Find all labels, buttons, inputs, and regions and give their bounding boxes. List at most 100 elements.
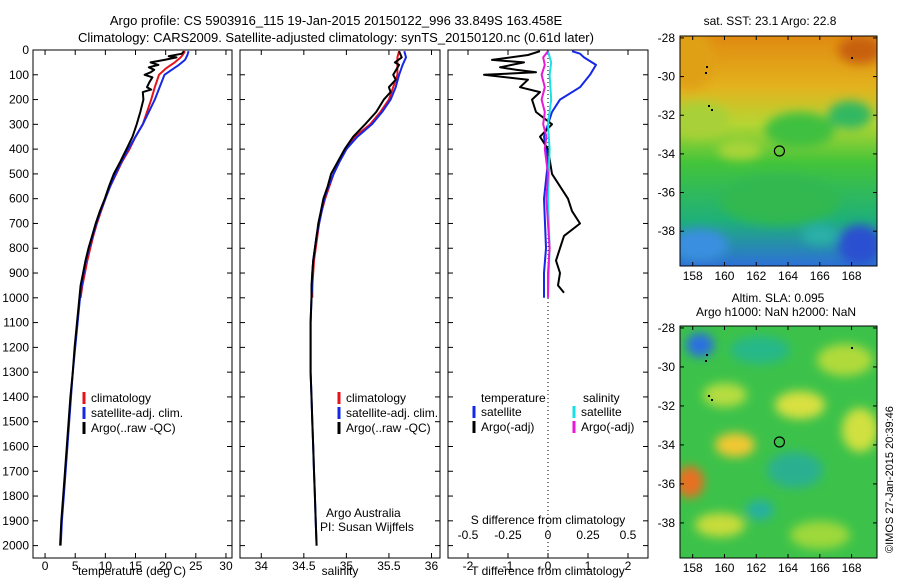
x-tick-label: 15 (129, 559, 143, 573)
depth-tick-label: 600 (9, 192, 29, 206)
sst-coastline-dots (705, 57, 853, 111)
salinity-series-2 (309, 50, 403, 546)
depth-tick-label: 1900 (2, 514, 29, 528)
credit-line-2: PI: Susan Wijffels (320, 520, 414, 534)
salinity-panel: 34 34.5 35 35.5 36 salinity climatology sate… (239, 49, 441, 578)
argo-position-marker (773, 436, 786, 448)
lon-tick-label: 168 (842, 269, 862, 283)
x-tick-label: 34 (255, 559, 269, 573)
s-difference-axis-label: S difference from climatology (471, 513, 626, 527)
s-tick-label: -0.25 (494, 528, 522, 542)
s-tick-label: 0.5 (620, 528, 637, 542)
depth-tick-label: 300 (9, 117, 29, 131)
x-tick-label: 35 (340, 559, 354, 573)
lat-tick-label: -34 (658, 147, 676, 161)
temperature-panel: 0100200300400500600700800900100011001200… (2, 43, 233, 578)
difference-0-series-0 (543, 50, 597, 298)
sla-heatmap (680, 326, 877, 558)
salinity-axis: 34 34.5 35 35.5 36 (255, 50, 439, 573)
sla-coastline-dots (705, 347, 853, 401)
lat-tick-label: -34 (658, 438, 676, 452)
difference-3-series-0 (540, 50, 551, 298)
sst-map-title: sat. SST: 23.1 Argo: 22.8 (704, 14, 837, 28)
lat-tick-label: -36 (658, 477, 676, 491)
depth-axis: 0 100 200 300 400 500 600 700 800 900 1000 1100 1200… (2, 43, 232, 553)
salinity-profiles (309, 50, 407, 546)
x-tick-label: 36 (425, 559, 439, 573)
depth-tick-label: 1600 (2, 439, 29, 453)
legend-label-salinity-satellite: satellite (581, 405, 622, 419)
sla-field-features (680, 333, 877, 549)
depth-tick-label: 100 (9, 68, 29, 82)
depth-tick-label: 2000 (2, 539, 29, 553)
salinity-plot-frame (239, 49, 441, 559)
temperature-axis: 0 5 10 15 20 25 30 (42, 50, 233, 573)
sla-map-frame (679, 325, 878, 559)
depth-tick-label: 500 (9, 167, 29, 181)
sst-map-frame (679, 35, 878, 267)
legend-label-climatology: climatology (346, 391, 406, 405)
lat-tick-label: -38 (658, 224, 676, 238)
imos-watermark: ©IMOS 27-Jan-2015 20:39:46 (884, 406, 896, 553)
lat-tick-label: -30 (658, 360, 676, 374)
legend-label-satellite-adj: satellite-adj. clim. (346, 406, 438, 420)
header-line-2: Climatology: CARS2009. Satellite-adjuste… (78, 30, 594, 45)
difference-depth-ticks (448, 49, 648, 547)
depth-tick-label: 1500 (2, 415, 29, 429)
sst-heatmap (680, 36, 877, 266)
depth-tick-label: 1300 (2, 365, 29, 379)
sst-base-field (680, 36, 877, 266)
sla-map-title-2: Argo h1000: NaN h2000: NaN (696, 305, 856, 319)
s-tick-label: 0.25 (576, 528, 600, 542)
depth-tick-label: 1000 (2, 291, 29, 305)
difference-1-series-0 (483, 50, 581, 294)
legend-label-argo: Argo(..raw -QC) (91, 421, 176, 435)
sst-map-panel: sat. SST: 23.1 Argo: 22.8 158 160 1 (658, 14, 878, 283)
s-tick-label: -0.5 (458, 528, 479, 542)
t-difference-axis-label: T difference from climatology (471, 564, 625, 578)
sla-longitude-axis: 158 160 162 164 166 168 (683, 326, 862, 575)
lon-tick-label: 162 (746, 561, 766, 575)
lon-tick-label: 160 (714, 269, 734, 283)
temperature-profiles (59, 50, 190, 546)
x-tick-label: 34.5 (292, 559, 316, 573)
lon-tick-label: 158 (683, 269, 703, 283)
x-tick-label: 0 (42, 559, 49, 573)
depth-tick-label: 1800 (2, 489, 29, 503)
credit-line-1: Argo Australia (326, 506, 401, 520)
difference-legend: temperature salinity satellite Argo(-adj… (472, 391, 634, 434)
depth-tick-label: 700 (9, 216, 29, 230)
x-tick-label: 30 (219, 559, 233, 573)
x-tick-label: 10 (99, 559, 113, 573)
salinity-series-0 (311, 50, 401, 298)
lon-tick-label: 168 (842, 561, 862, 575)
legend-label-temperature-argo: Argo(-adj) (481, 420, 534, 434)
lon-tick-label: 164 (778, 269, 798, 283)
t-difference-axis: -2 -1 0 1 2 (463, 50, 632, 573)
lon-tick-label: 166 (810, 561, 830, 575)
sst-longitude-axis: 158 160 162 164 166 168 (683, 36, 862, 283)
salinity-axis-label: salinity (322, 564, 359, 578)
legend-title-salinity: salinity (583, 391, 620, 405)
temperature-plot-frame (32, 49, 233, 559)
depth-tick-label: 200 (9, 93, 29, 107)
sst-latitude-axis: -28 -30 -32 -34 -36 -38 (658, 31, 877, 238)
temperature-legend: climatology satellite-adj. clim. Argo(..… (82, 391, 183, 435)
legend-label-argo: Argo(..raw -QC) (346, 421, 431, 435)
lon-tick-label: 164 (778, 561, 798, 575)
temperature-series-2 (59, 50, 185, 546)
depth-tick-label: 1100 (3, 316, 29, 330)
depth-tick-label: 0 (22, 43, 29, 57)
depth-tick-label: 1200 (2, 340, 29, 354)
difference-profiles (483, 50, 597, 298)
sla-latitude-axis: -28 -30 -32 -34 -36 -38 (658, 321, 877, 530)
x-tick-label: -2 (463, 559, 474, 573)
legend-label-temperature-satellite: satellite (481, 405, 522, 419)
depth-tick-label: 1700 (2, 464, 29, 478)
x-tick-label: -1 (503, 559, 514, 573)
lat-tick-label: -28 (658, 321, 676, 335)
sla-map-panel: Altim. SLA: 0.095 Argo h1000: NaN h2000:… (658, 291, 878, 575)
header-line-1: Argo profile: CS 5903916_115 19-Jan-2015… (110, 13, 563, 28)
x-tick-label: 25 (189, 559, 203, 573)
argo-position-marker (773, 145, 786, 157)
